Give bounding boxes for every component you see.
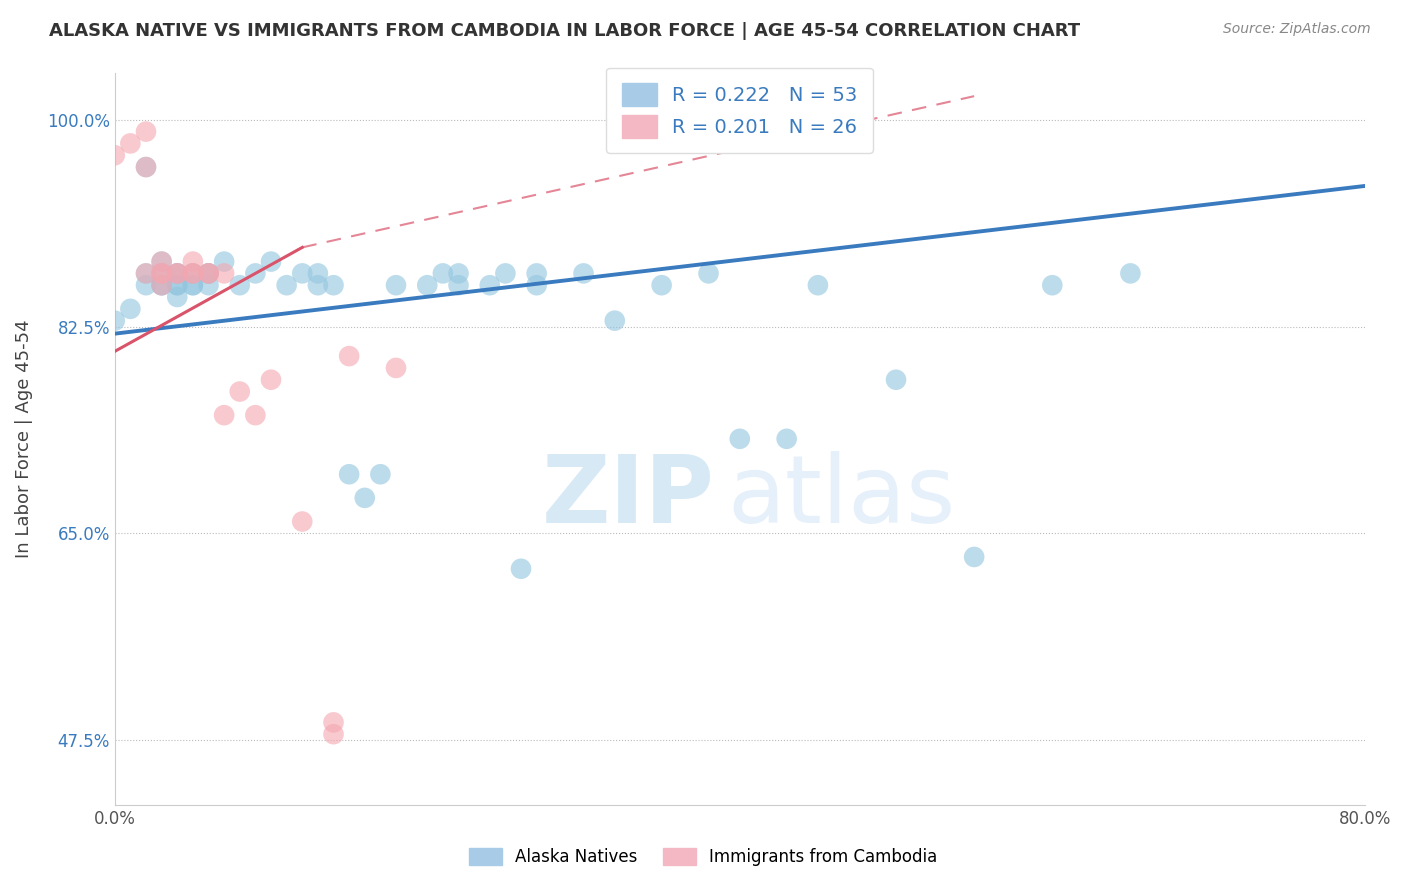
Point [150, 266, 173, 280]
Point [212, 254, 235, 268]
Point [1119, 266, 1142, 280]
Legend: Alaska Natives, Immigrants from Cambodia: Alaska Natives, Immigrants from Cambodia [460, 840, 946, 875]
Point [150, 254, 173, 268]
Point [181, 266, 204, 280]
Point [276, 278, 298, 293]
Point [245, 408, 267, 422]
Point [181, 254, 204, 268]
Point [884, 373, 907, 387]
Point [166, 266, 188, 280]
Text: Source: ZipAtlas.com: Source: ZipAtlas.com [1223, 22, 1371, 37]
Point [291, 515, 314, 529]
Point [322, 278, 344, 293]
Point [432, 266, 454, 280]
Point [416, 278, 439, 293]
Point [150, 266, 173, 280]
Point [322, 715, 344, 730]
Point [385, 278, 408, 293]
Y-axis label: In Labor Force | Age 45-54: In Labor Force | Age 45-54 [15, 319, 32, 558]
Point [150, 278, 173, 293]
Point [150, 254, 173, 268]
Point [197, 266, 219, 280]
Point [963, 549, 986, 564]
Point [322, 727, 344, 741]
Point [135, 125, 157, 139]
Point [150, 278, 173, 293]
Point [197, 278, 219, 293]
Point [260, 254, 283, 268]
Point [212, 408, 235, 422]
Legend: R = 0.222   N = 53, R = 0.201   N = 26: R = 0.222 N = 53, R = 0.201 N = 26 [606, 68, 873, 153]
Point [166, 278, 188, 293]
Point [526, 266, 548, 280]
Point [135, 266, 157, 280]
Point [526, 278, 548, 293]
Point [307, 266, 329, 280]
Point [807, 278, 830, 293]
Point [307, 278, 329, 293]
Point [197, 266, 219, 280]
Point [104, 313, 127, 327]
Point [166, 290, 188, 304]
Point [572, 266, 595, 280]
Point [135, 278, 157, 293]
Point [1040, 278, 1063, 293]
Point [197, 266, 219, 280]
Point [494, 266, 516, 280]
Point [181, 278, 204, 293]
Point [166, 278, 188, 293]
Point [229, 278, 252, 293]
Point [260, 373, 283, 387]
Point [697, 266, 720, 280]
Text: ZIP: ZIP [541, 451, 714, 543]
Point [776, 432, 799, 446]
Text: atlas: atlas [727, 451, 956, 543]
Point [212, 266, 235, 280]
Point [245, 266, 267, 280]
Text: ALASKA NATIVE VS IMMIGRANTS FROM CAMBODIA IN LABOR FORCE | AGE 45-54 CORRELATION: ALASKA NATIVE VS IMMIGRANTS FROM CAMBODI… [49, 22, 1080, 40]
Point [337, 349, 360, 363]
Point [385, 360, 408, 375]
Point [150, 266, 173, 280]
Point [447, 278, 470, 293]
Point [166, 266, 188, 280]
Point [120, 136, 142, 151]
Point [104, 148, 127, 162]
Point [166, 266, 188, 280]
Point [447, 266, 470, 280]
Point [510, 562, 533, 576]
Point [166, 266, 188, 280]
Point [603, 313, 626, 327]
Point [197, 266, 219, 280]
Point [728, 432, 751, 446]
Point [229, 384, 252, 399]
Point [135, 160, 157, 174]
Point [291, 266, 314, 280]
Point [478, 278, 501, 293]
Point [181, 266, 204, 280]
Point [150, 278, 173, 293]
Point [181, 266, 204, 280]
Point [337, 467, 360, 482]
Point [120, 301, 142, 316]
Point [353, 491, 375, 505]
Point [135, 266, 157, 280]
Point [181, 278, 204, 293]
Point [651, 278, 673, 293]
Point [135, 160, 157, 174]
Point [370, 467, 392, 482]
